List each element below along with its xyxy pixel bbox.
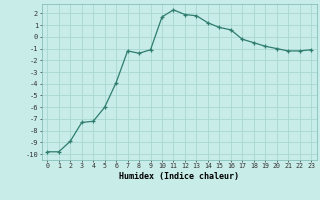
X-axis label: Humidex (Indice chaleur): Humidex (Indice chaleur) bbox=[119, 172, 239, 181]
